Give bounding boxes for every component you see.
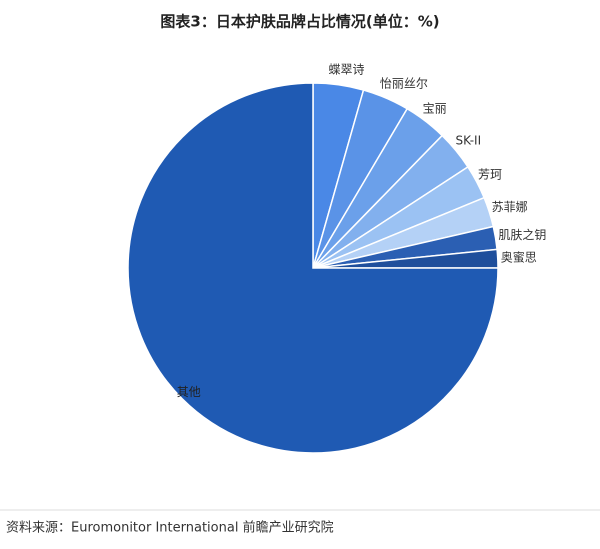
- slice-label: 宝丽: [423, 102, 447, 116]
- chart-title: 图表3：日本护肤品牌占比情况(单位：%): [160, 13, 439, 31]
- slice-label: 其他: [177, 385, 201, 399]
- slice-label: 肌肤之钥: [498, 227, 546, 242]
- slice-label: 奥蜜思: [501, 249, 537, 264]
- slice-label: 蝶翠诗: [329, 61, 365, 76]
- source: 资料来源：Euromonitor International 前瞻产业研究院: [6, 520, 334, 536]
- slice-label: 芳珂: [478, 167, 502, 181]
- slice-label: 怡丽丝尔: [380, 76, 428, 91]
- slice-label: SK-II: [456, 133, 482, 147]
- pie-slice: [127, 82, 499, 454]
- slice-label: 苏菲娜: [492, 200, 528, 214]
